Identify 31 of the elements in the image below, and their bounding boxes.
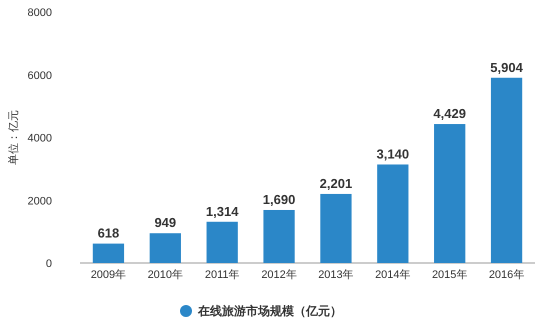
y-tick-label: 6000 bbox=[28, 70, 52, 82]
x-tick-label: 2015年 bbox=[432, 269, 468, 281]
bar bbox=[320, 194, 352, 263]
x-tick-label: 2010年 bbox=[148, 269, 184, 281]
data-label: 5,904 bbox=[490, 60, 524, 75]
bar bbox=[377, 164, 408, 263]
x-tick-label: 2012年 bbox=[261, 269, 297, 281]
x-tick-label: 2009年 bbox=[90, 269, 126, 281]
bar bbox=[206, 222, 238, 263]
data-label: 3,140 bbox=[376, 146, 410, 162]
x-tick-label: 2014年 bbox=[375, 269, 411, 281]
bar bbox=[434, 124, 466, 263]
data-label: 1,690 bbox=[262, 192, 296, 207]
legend-label: 在线旅游市场规模（亿元） bbox=[197, 304, 342, 318]
x-tick-label: 2013年 bbox=[318, 269, 354, 281]
bar bbox=[150, 233, 181, 263]
y-tick-label: 8000 bbox=[28, 7, 52, 19]
y-tick-label: 4000 bbox=[28, 132, 52, 144]
data-label: 949 bbox=[154, 215, 176, 230]
data-label: 1,314 bbox=[206, 204, 240, 219]
bar bbox=[263, 210, 295, 263]
x-tick-label: 2016年 bbox=[488, 269, 524, 281]
data-label: 618 bbox=[98, 226, 120, 241]
data-label: 4,429 bbox=[433, 106, 466, 122]
y-tick-label: 2000 bbox=[28, 195, 52, 208]
x-tick-label: 2011年 bbox=[204, 269, 240, 281]
data-label: 2,201 bbox=[320, 176, 352, 191]
bar bbox=[490, 78, 522, 263]
y-axis-title: 单位：亿元 bbox=[7, 110, 20, 165]
bar bbox=[92, 244, 124, 263]
y-tick-label: 0 bbox=[46, 258, 52, 270]
